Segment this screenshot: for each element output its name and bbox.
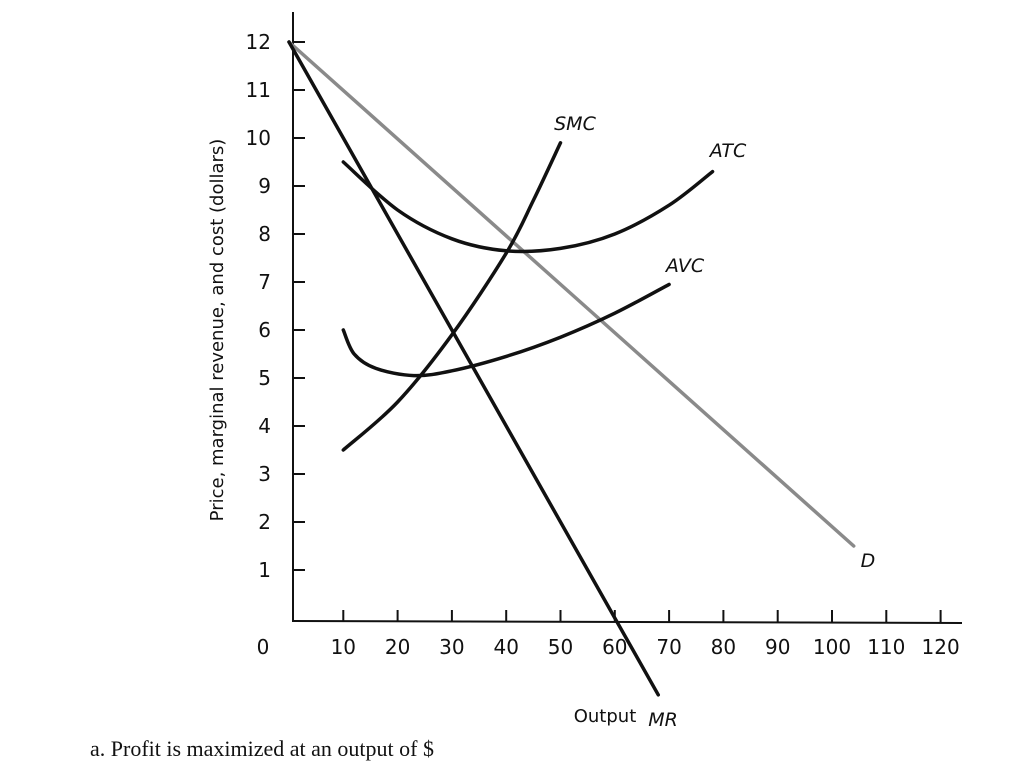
y-tick-label: 10 <box>246 126 271 150</box>
y-tick-label: 2 <box>258 510 271 534</box>
y-tick-label: 3 <box>258 462 271 486</box>
y-tick-label: 6 <box>258 318 271 342</box>
y-tick-label: 8 <box>258 222 271 246</box>
curve-atc <box>341 160 715 254</box>
x-tick-label: 20 <box>385 635 410 659</box>
x-axis-title: Output <box>574 706 637 727</box>
x-tick-label: 120 <box>922 635 960 659</box>
y-tick-label: 11 <box>246 78 271 102</box>
x-tick-label: 40 <box>493 635 518 659</box>
x-tick-label: 110 <box>867 635 905 659</box>
y-tick-label: 7 <box>258 270 271 294</box>
x-tick-label: 50 <box>548 635 573 659</box>
curve-smc <box>341 141 563 452</box>
label-avc: AVC <box>664 255 705 277</box>
label-smc: SMC <box>554 113 596 135</box>
x-tick-label: 30 <box>439 635 464 659</box>
x-tick-label: 70 <box>656 635 681 659</box>
label-d: D <box>861 550 876 572</box>
y-tick-label: 4 <box>258 414 271 438</box>
x-tick-label: 90 <box>765 635 790 659</box>
x-tick-label: 80 <box>711 635 736 659</box>
y-tick-label: 9 <box>258 174 271 198</box>
curve-mr <box>287 40 660 697</box>
y-tick-label: 1 <box>258 558 271 582</box>
x-tick-label: 100 <box>813 635 851 659</box>
x-tick-label: 10 <box>331 635 356 659</box>
curve-avc <box>341 282 671 378</box>
y-tick-label: 12 <box>246 30 271 54</box>
x-tick-label: 0 <box>257 635 270 659</box>
label-mr: MR <box>648 709 678 731</box>
label-atc: ATC <box>708 140 747 162</box>
question-text: a. Profit is maximized at an output of $ <box>90 736 434 761</box>
curve-d <box>287 40 856 548</box>
x-tick-label: 60 <box>602 635 627 659</box>
y-tick-label: 5 <box>258 366 271 390</box>
y-axis-title: Price, marginal revenue, and cost (dolla… <box>207 139 228 522</box>
x-axis <box>292 620 963 624</box>
